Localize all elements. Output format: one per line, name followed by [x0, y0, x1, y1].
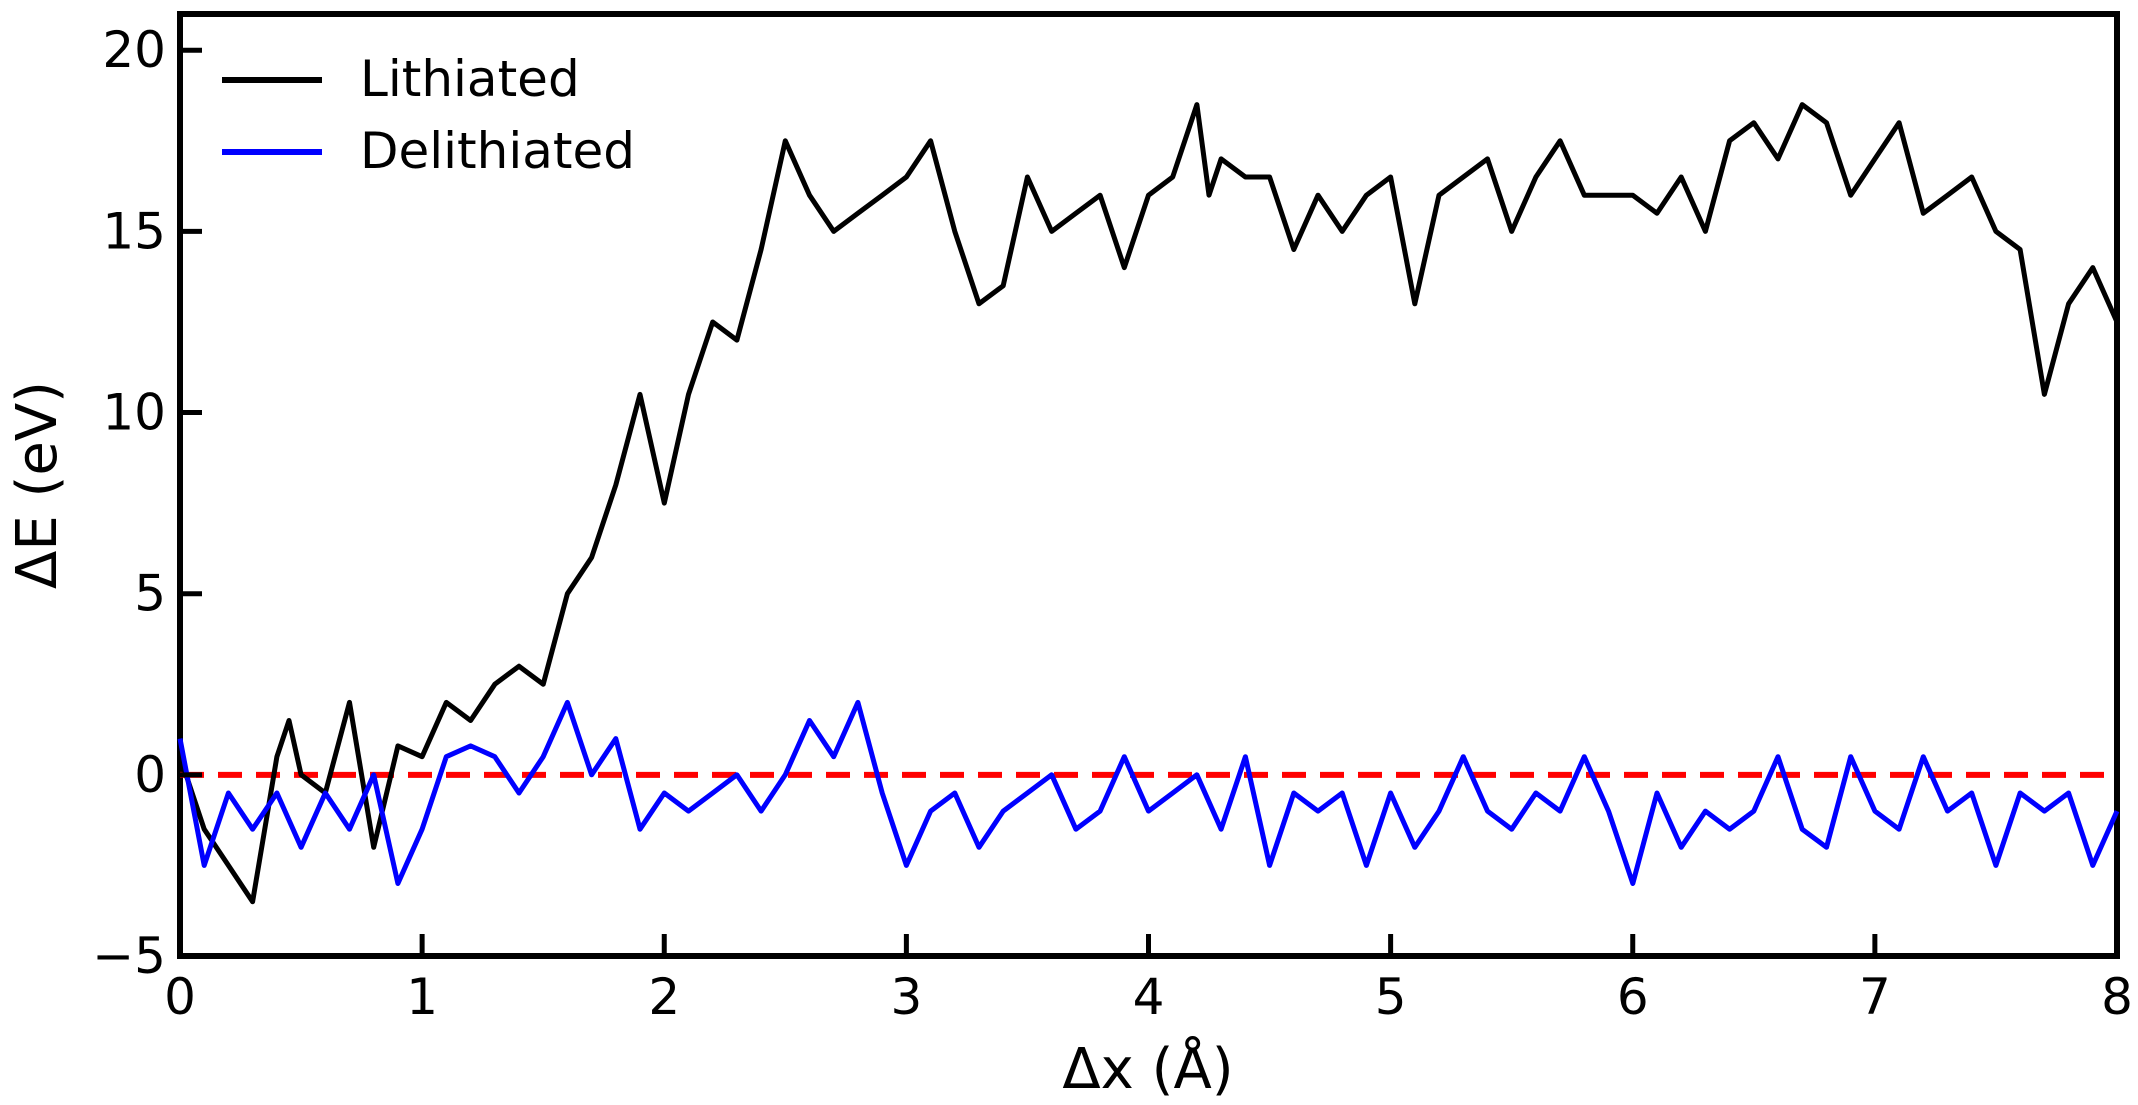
x-tick-label: 2: [648, 968, 680, 1026]
series-line-delithiated: [177, 699, 2120, 886]
y-axis-ticks: −5 0 5 10 15 20: [92, 21, 202, 985]
series-line-lithiated: [177, 102, 2120, 905]
y-axis-title: ΔE (eV): [5, 381, 70, 589]
y-tick-label: 10: [102, 384, 166, 442]
x-tick-label: 6: [1617, 968, 1649, 1026]
x-tick-label: 7: [1859, 968, 1891, 1026]
x-tick-label: 5: [1375, 968, 1407, 1026]
y-tick-label: 20: [102, 21, 166, 79]
legend-label-lithiated: Lithiated: [360, 50, 580, 108]
series-group: [177, 102, 2120, 905]
x-tick-label: 4: [1133, 968, 1165, 1026]
x-tick-label: 1: [406, 968, 438, 1026]
x-tick-label: 0: [164, 968, 196, 1026]
legend-label-delithiated: Delithiated: [360, 122, 635, 180]
x-axis-title: Δx (Å): [1062, 1036, 1233, 1102]
y-tick-label: 0: [134, 746, 166, 804]
x-tick-label: 3: [890, 968, 922, 1026]
y-tick-label: −5: [92, 927, 166, 985]
y-tick-label: 15: [102, 202, 166, 260]
x-tick-label: 8: [2101, 968, 2133, 1026]
x-axis-ticks: 0 1 2 3 4 5 6 7 8: [164, 934, 2133, 1026]
y-tick-label: 5: [134, 565, 166, 623]
legend: Lithiated Delithiated: [222, 50, 635, 180]
